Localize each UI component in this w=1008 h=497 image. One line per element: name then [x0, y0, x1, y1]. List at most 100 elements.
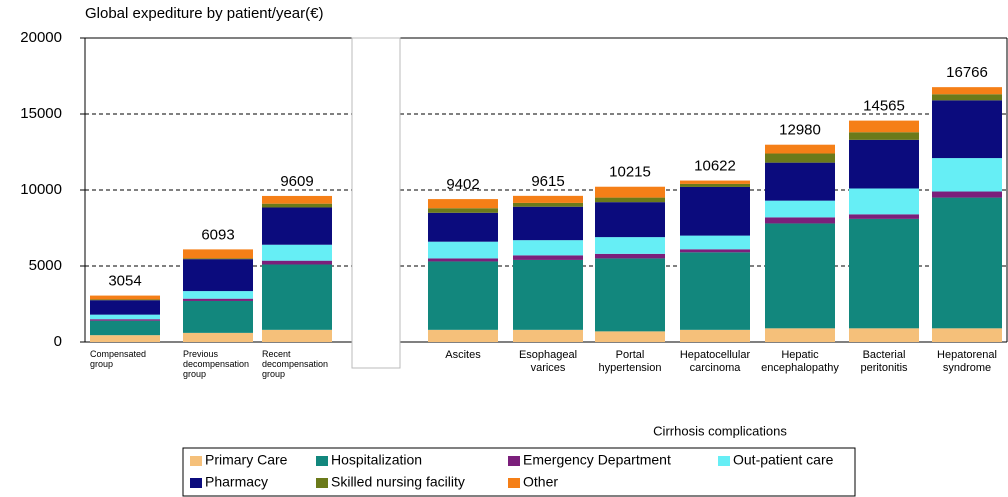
y-tick-label: 0: [54, 333, 62, 350]
bar-segment: [595, 237, 665, 254]
bar-segment: [183, 249, 253, 259]
bar-segment: [513, 255, 583, 260]
y-tick-label: 15000: [20, 105, 62, 122]
bar-segment: [262, 260, 332, 265]
x-tick-label-line: hypertension: [599, 362, 662, 374]
legend-label: Hospitalization: [331, 452, 422, 468]
x-tick-label-line: encephalopathy: [761, 362, 839, 374]
x-tick-label-line: Recent: [262, 349, 291, 359]
bar-segment: [513, 195, 583, 203]
total-label: 14565: [863, 98, 905, 115]
bar-segment: [680, 180, 750, 184]
x-tick-label: Hepatic encephalopathy: [761, 349, 839, 374]
x-tick-label-line: Bacterial: [863, 349, 906, 361]
bar-segment: [428, 208, 498, 213]
bar-segment: [262, 195, 332, 204]
bar-segment: [595, 258, 665, 332]
legend-swatch: [316, 456, 328, 466]
bar-segment: [595, 197, 665, 203]
bar-segment: [932, 87, 1002, 95]
bar-segment: [680, 186, 750, 236]
x-tick-label-line: group: [262, 369, 285, 379]
x-tick-label: Hepatocellular carcinoma: [680, 349, 751, 374]
bar-segment: [428, 212, 498, 242]
x-tick-label-line: Hepatorenal: [937, 349, 997, 361]
bar-segment: [513, 329, 583, 342]
total-label: 9615: [531, 173, 564, 190]
x-axis-label: Cirrhosis complications: [653, 423, 787, 438]
y-tick-label: 5000: [29, 257, 62, 274]
bar-segment: [765, 162, 835, 201]
bar-segment: [262, 244, 332, 261]
bar-segment: [183, 291, 253, 299]
x-tick-label: Portal hypertension: [599, 349, 662, 374]
bar-segment: [932, 328, 1002, 342]
bar-segment: [183, 300, 253, 333]
bar-segment: [849, 139, 919, 189]
total-label: 9402: [446, 176, 479, 193]
y-tick-label: 20000: [20, 29, 62, 46]
legend-swatch: [508, 478, 520, 488]
total-label: 10622: [694, 158, 736, 175]
x-tick-label-line: Esophageal: [519, 349, 577, 361]
bar-segment: [680, 249, 750, 253]
bar-segment: [513, 259, 583, 330]
bar-segment: [513, 240, 583, 256]
total-label: 16766: [946, 64, 988, 81]
legend-label: Skilled nursing facility: [331, 474, 465, 490]
x-tick-label-line: peritonitis: [860, 362, 908, 374]
bar-segment: [765, 200, 835, 218]
x-tick-label-line: Hepatic: [781, 349, 819, 361]
legend-label: Pharmacy: [205, 474, 268, 490]
bar-segment: [849, 328, 919, 342]
bar-segment: [90, 314, 160, 320]
x-tick-label-line: Portal: [616, 349, 645, 361]
total-label: 10215: [609, 164, 651, 181]
legend-swatch: [316, 478, 328, 488]
x-tick-label-line: varices: [531, 362, 566, 374]
bar-segment: [680, 329, 750, 342]
x-tick-label-line: carcinoma: [690, 362, 742, 374]
bar-segment: [680, 235, 750, 250]
x-tick-label-line: Hepatocellular: [680, 349, 751, 361]
bar-segment: [765, 223, 835, 329]
x-tick-label-line: decompensation: [262, 359, 328, 369]
bar-segment: [595, 202, 665, 238]
bar-segment: [183, 332, 253, 342]
bar-segment: [183, 298, 253, 301]
x-tick-label: Hepatorenal syndrome: [937, 349, 997, 374]
x-tick-label: Ascites: [445, 349, 481, 361]
bar-segment: [183, 259, 253, 292]
bar-segment: [595, 186, 665, 198]
bar-segment: [765, 217, 835, 224]
x-tick-label-line: decompensation: [183, 359, 249, 369]
x-tick-label-line: syndrome: [943, 362, 991, 374]
legend-label: Emergency Department: [523, 452, 671, 468]
legend-label: Other: [523, 474, 558, 490]
bar-segment: [932, 100, 1002, 159]
chart-title: Global expediture by patient/year(€): [85, 5, 323, 22]
bar-segment: [262, 264, 332, 330]
bar-segment: [595, 253, 665, 259]
bar-segment: [765, 328, 835, 342]
bar-segment: [428, 199, 498, 209]
bar-segment: [513, 202, 583, 207]
bar-segment: [932, 191, 1002, 198]
legend-label: Primary Care: [205, 452, 288, 468]
bar-segment: [849, 132, 919, 140]
y-tick-label: 10000: [20, 181, 62, 198]
x-tick-label-line: group: [183, 369, 206, 379]
x-tick-label: Compensated group: [90, 349, 146, 369]
bar-segment: [90, 320, 160, 336]
x-tick-label: Recent decompensation group: [262, 349, 328, 379]
bar-segment: [849, 120, 919, 133]
total-label: 9609: [280, 173, 313, 190]
bar-segment: [428, 329, 498, 342]
x-tick-label: Previous decompensation group: [183, 349, 249, 379]
x-tick-label-line: Compensated: [90, 349, 146, 359]
bar-segment: [932, 158, 1002, 192]
bar-segment: [849, 188, 919, 215]
legend-swatch: [190, 478, 202, 488]
bar-segment: [90, 300, 160, 315]
bar-segment: [932, 94, 1002, 101]
